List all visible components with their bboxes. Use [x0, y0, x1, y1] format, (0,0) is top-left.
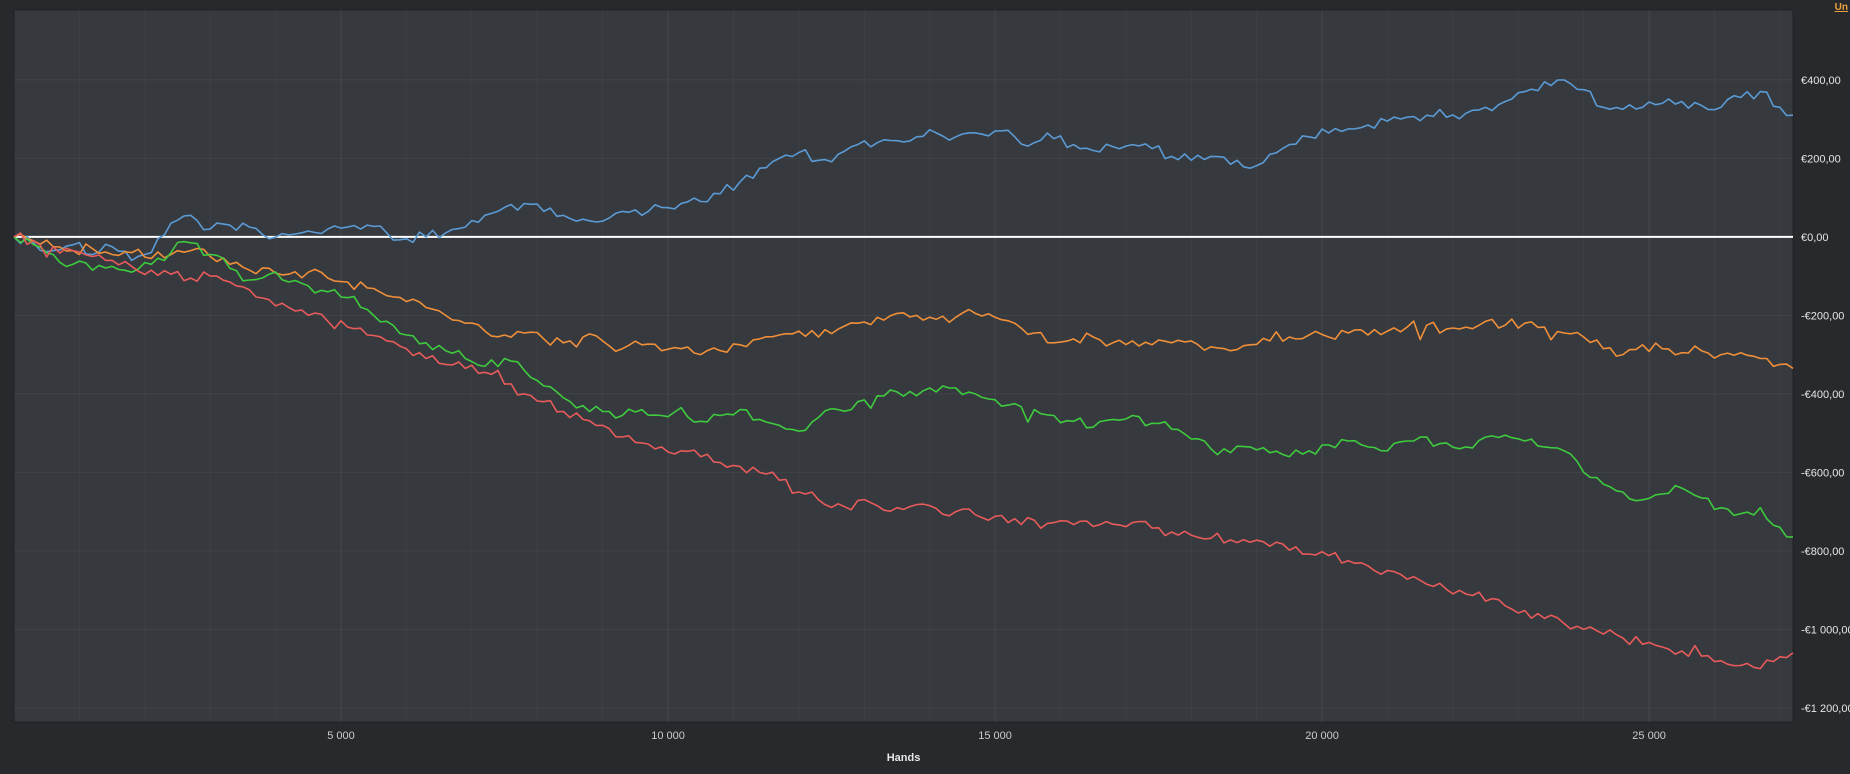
- green-line: [13, 236, 1794, 538]
- y-tick-label: -€1 200,00: [1801, 703, 1850, 715]
- x-tick-label: 15 000: [978, 730, 1012, 742]
- x-tick-label: 25 000: [1632, 730, 1666, 742]
- plot-area: [13, 9, 1794, 723]
- y-tick-label: -€400,00: [1801, 389, 1844, 401]
- y-tick-label: €400,00: [1801, 75, 1841, 87]
- x-tick-label: 10 000: [651, 730, 685, 742]
- y-tick-label: €0,00: [1801, 232, 1829, 244]
- x-tick-label: 20 000: [1305, 730, 1339, 742]
- x-tick-label: 5 000: [327, 730, 355, 742]
- x-axis-title: Hands: [886, 752, 921, 764]
- y-tick-label: -€600,00: [1801, 467, 1844, 479]
- y-tick-label: €200,00: [1801, 153, 1841, 165]
- red-line: [13, 232, 1794, 670]
- y-tick-label: -€800,00: [1801, 546, 1844, 558]
- blue-line: [13, 79, 1794, 262]
- y-tick-label: -€200,00: [1801, 310, 1844, 322]
- orange-line: [13, 233, 1794, 370]
- legend-link[interactable]: Un: [1834, 2, 1848, 13]
- y-tick-label: -€1 000,00: [1801, 624, 1850, 636]
